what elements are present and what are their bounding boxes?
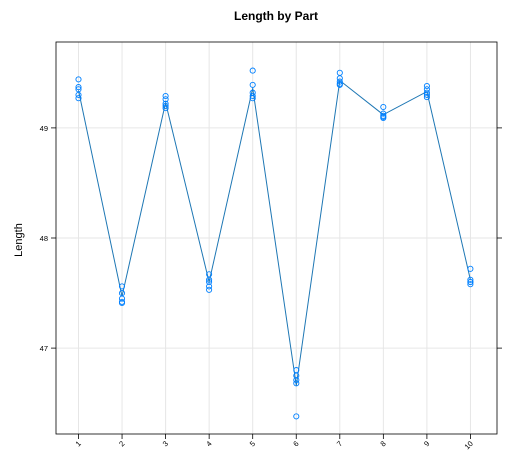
data-point-part-8-2 [380,110,387,117]
data-point-part-3-2 [162,96,169,103]
y-tick-label-47: 47 [40,344,48,353]
data-point-part-6-3 [293,376,300,384]
data-point-part-6-4 [293,380,300,387]
data-point-part-9-3 [423,89,430,96]
data-point-part-5-2 [249,81,256,88]
x-tick-label-5: 5 [248,439,257,448]
x-tick-label-8: 8 [378,439,387,448]
data-point-part-3-3 [162,100,169,107]
data-point-part-7-3 [336,78,343,85]
y-axis-label: Length [13,223,25,257]
data-point-part-1-5 [75,95,82,102]
chart-title: Length by Part [234,9,318,23]
data-point-part-3-5 [162,105,169,112]
data-point-part-1-1 [75,76,82,83]
data-point-part-4-3 [206,278,213,286]
data-point-part-6-5 [293,413,300,420]
grid-lines [56,42,497,434]
x-tick-label-3: 3 [161,439,170,448]
data-point-part-7-5 [336,81,343,88]
data-point-part-1-4 [75,91,82,98]
data-point-part-9-5 [423,94,430,101]
series-mean-line [78,79,471,386]
y-tick-label-49: 49 [40,124,48,133]
data-point-part-9-1 [423,82,430,90]
x-tick-label-7: 7 [335,439,344,448]
data-point-part-10-2 [467,276,474,283]
data-point-part-5-5 [249,95,256,102]
data-point-part-10-5 [467,281,474,288]
data-point-part-2-5 [118,299,126,307]
axes: 47 48 49 1 2 3 4 5 6 7 8 9 10 [40,124,502,451]
x-tick-label-10: 10 [463,439,475,451]
x-tick-label-1: 1 [74,439,83,448]
data-point-part-2-3 [118,295,126,302]
data-point-part-6-2 [293,372,300,379]
x-tick-label-9: 9 [422,439,431,448]
data-points [75,67,474,420]
data-point-part-5-1 [249,67,256,74]
mean-line [78,79,471,386]
data-point-part-4-4 [206,283,213,290]
data-point-part-4-5 [206,286,213,293]
x-tick-label-2: 2 [117,439,126,448]
x-tick-label-4: 4 [204,439,213,448]
data-point-part-10-4 [467,278,474,286]
data-point-part-1-2 [75,84,82,91]
data-point-part-4-2 [206,276,213,283]
data-point-part-3-4 [162,102,169,109]
data-point-part-10-1 [467,265,474,272]
data-point-part-9-4 [423,91,430,98]
data-point-part-3-1 [162,92,169,100]
data-point-part-8-5 [380,114,387,122]
data-point-part-8-1 [380,103,387,111]
y-tick-label-48: 48 [40,234,48,243]
data-point-part-2-1 [118,283,126,290]
x-tick-label-6: 6 [291,439,300,448]
data-point-part-5-4 [249,92,256,100]
